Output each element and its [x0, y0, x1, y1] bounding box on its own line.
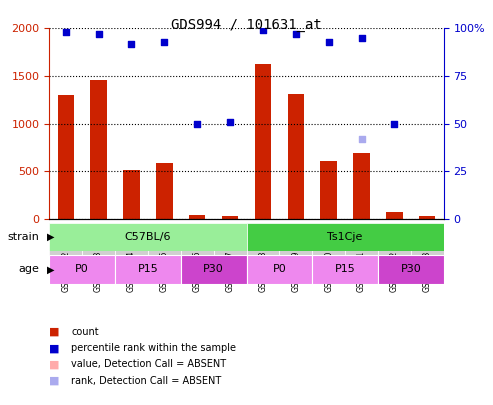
FancyBboxPatch shape [148, 245, 181, 284]
Text: GDS994 / 101631_at: GDS994 / 101631_at [171, 18, 322, 32]
Text: rank, Detection Call = ABSENT: rank, Detection Call = ABSENT [71, 376, 222, 386]
Text: ■: ■ [49, 376, 60, 386]
Text: ▶: ▶ [47, 264, 54, 274]
Text: GSM27479: GSM27479 [291, 251, 300, 292]
Point [193, 120, 201, 127]
FancyBboxPatch shape [411, 245, 444, 284]
Text: percentile rank within the sample: percentile rank within the sample [71, 343, 237, 353]
Text: strain: strain [7, 232, 39, 242]
FancyBboxPatch shape [246, 245, 280, 284]
FancyBboxPatch shape [280, 245, 312, 284]
Point [128, 40, 136, 47]
Bar [222, 216, 238, 219]
Point [390, 120, 398, 127]
Bar [353, 153, 370, 219]
Bar [90, 80, 107, 219]
FancyBboxPatch shape [246, 223, 444, 251]
FancyBboxPatch shape [181, 245, 213, 284]
Bar [156, 164, 173, 219]
Text: GSM27482: GSM27482 [390, 251, 399, 292]
Text: count: count [71, 327, 99, 337]
Text: P15: P15 [335, 264, 355, 274]
Text: P0: P0 [75, 264, 89, 274]
FancyBboxPatch shape [345, 245, 378, 284]
Bar [255, 64, 271, 219]
Text: GSM27472: GSM27472 [61, 251, 70, 292]
Point [325, 38, 333, 45]
FancyBboxPatch shape [312, 245, 345, 284]
Bar [419, 216, 435, 219]
FancyBboxPatch shape [115, 255, 181, 284]
Text: ■: ■ [49, 327, 60, 337]
Point [292, 31, 300, 37]
Text: P15: P15 [138, 264, 158, 274]
Point [357, 34, 365, 41]
Text: ▶: ▶ [47, 232, 54, 242]
Bar [123, 170, 140, 219]
FancyBboxPatch shape [115, 245, 148, 284]
Text: Ts1Cje: Ts1Cje [327, 232, 363, 242]
Text: C57BL/6: C57BL/6 [125, 232, 171, 242]
Text: GSM27481: GSM27481 [357, 251, 366, 292]
Text: GSM27480: GSM27480 [324, 251, 333, 292]
Text: GSM27478: GSM27478 [258, 251, 267, 292]
Point [357, 136, 365, 142]
Text: GSM27477: GSM27477 [226, 251, 235, 292]
Text: P30: P30 [203, 264, 224, 274]
Text: GSM27483: GSM27483 [423, 251, 432, 292]
Point [95, 31, 103, 37]
Point [259, 27, 267, 34]
Bar [189, 215, 206, 219]
FancyBboxPatch shape [312, 255, 378, 284]
FancyBboxPatch shape [181, 255, 246, 284]
FancyBboxPatch shape [213, 245, 246, 284]
Text: age: age [19, 264, 39, 274]
Bar [386, 212, 403, 219]
Text: GSM27474: GSM27474 [127, 251, 136, 292]
Point [160, 38, 168, 45]
Text: GSM27475: GSM27475 [160, 251, 169, 292]
Text: ■: ■ [49, 360, 60, 369]
Text: P30: P30 [400, 264, 421, 274]
FancyBboxPatch shape [49, 255, 115, 284]
FancyBboxPatch shape [246, 255, 312, 284]
Text: GSM27473: GSM27473 [94, 251, 103, 292]
Bar [58, 95, 74, 219]
FancyBboxPatch shape [82, 245, 115, 284]
FancyBboxPatch shape [49, 223, 247, 251]
Bar [320, 161, 337, 219]
Point [226, 118, 234, 125]
Text: P0: P0 [273, 264, 286, 274]
FancyBboxPatch shape [378, 245, 411, 284]
Bar [287, 94, 304, 219]
Text: ■: ■ [49, 343, 60, 353]
Point [62, 29, 70, 35]
Text: GSM27476: GSM27476 [193, 251, 202, 292]
Text: value, Detection Call = ABSENT: value, Detection Call = ABSENT [71, 360, 227, 369]
FancyBboxPatch shape [378, 255, 444, 284]
FancyBboxPatch shape [49, 245, 82, 284]
